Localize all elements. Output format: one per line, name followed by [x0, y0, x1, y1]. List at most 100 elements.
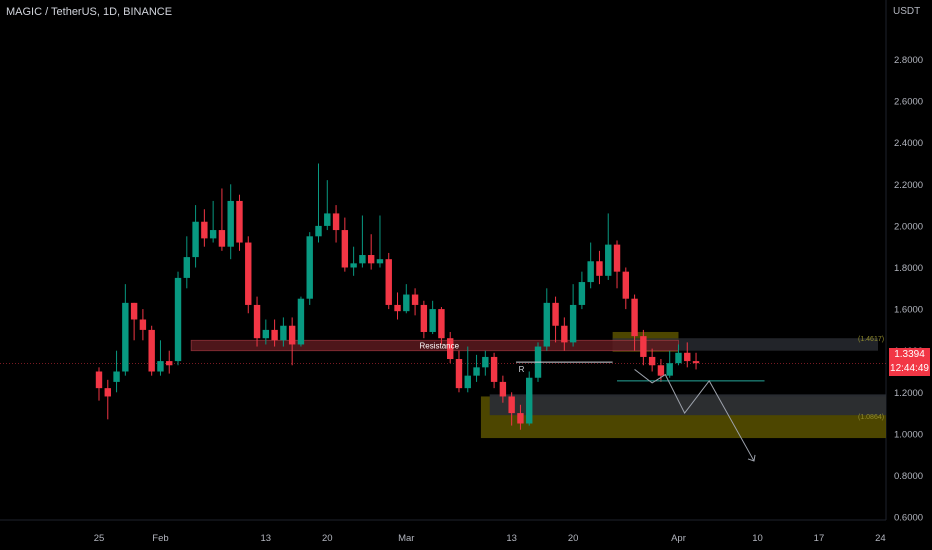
candle-body: [490, 356, 498, 382]
candle-body: [104, 388, 111, 397]
candle-body: [526, 377, 533, 424]
candle-body: [578, 282, 586, 305]
candle-body: [227, 200, 234, 247]
countdown-badge: 12:44:49: [889, 362, 930, 376]
y-tick-label: 2.0000: [894, 221, 923, 232]
candle-body: [420, 304, 428, 332]
candle-body: [245, 242, 252, 305]
candle-body: [236, 200, 243, 243]
candle-body: [183, 257, 190, 278]
x-tick-label: 20: [568, 533, 579, 544]
x-tick-label: 13: [506, 533, 517, 544]
candle-body: [315, 225, 322, 237]
candle-body: [692, 361, 700, 364]
candle-body: [403, 294, 410, 312]
candle-body: [122, 302, 129, 372]
y-tick-label: 1.2000: [894, 388, 923, 399]
last-price-badge: 1.3394: [889, 348, 930, 362]
candle-body: [262, 329, 270, 339]
candle-body: [359, 255, 366, 264]
y-tick-label: 2.2000: [894, 180, 923, 191]
y-tick-label: 1.8000: [894, 263, 923, 274]
candle-body: [675, 352, 682, 364]
candle-body: [130, 302, 138, 320]
candle-body: [209, 230, 217, 239]
x-tick-label: Mar: [398, 533, 414, 544]
candle-body: [271, 329, 278, 341]
x-tick-label: Feb: [152, 533, 168, 544]
projected-price-path: [634, 369, 755, 462]
candle-body: [385, 259, 392, 305]
candle-body: [666, 363, 673, 376]
candle-body: [306, 236, 313, 299]
price-unit: USDT: [893, 6, 921, 17]
upper-zone-label: (1.4617): [858, 336, 884, 343]
candle-body: [561, 325, 568, 343]
x-tick-label: 10: [752, 533, 763, 544]
candle-body: [350, 263, 357, 268]
x-tick-label: 24: [875, 533, 886, 544]
candle-body: [218, 230, 226, 247]
x-tick-label: Apr: [671, 533, 686, 544]
y-tick-label: 2.4000: [894, 138, 923, 149]
y-tick-label: 1.6000: [894, 305, 923, 316]
candle-body: [622, 271, 629, 299]
candle-body: [157, 361, 164, 372]
candle-body: [517, 413, 524, 424]
candle-body: [455, 359, 463, 389]
candle-body: [394, 304, 401, 312]
candle-body: [148, 329, 155, 372]
x-tick-label: 25: [94, 533, 105, 544]
candle-body: [367, 255, 375, 264]
resistance-label: Resistance: [419, 341, 459, 350]
candle-body: [288, 325, 296, 345]
candle-body: [166, 361, 173, 366]
candle-body: [411, 294, 419, 305]
candle-body: [447, 338, 454, 360]
candle-body: [201, 221, 208, 239]
lower-grey-zone: [489, 394, 886, 416]
candle-body: [297, 298, 305, 345]
candle-body: [552, 302, 559, 326]
candle-body: [657, 365, 665, 376]
r-label: R: [519, 365, 525, 374]
candle-body: [648, 356, 656, 366]
x-tick-label: 17: [814, 533, 825, 544]
lower-zone-label: (1.0864): [858, 414, 884, 421]
candle-body: [508, 396, 515, 414]
y-tick-label: 0.6000: [894, 513, 923, 524]
candle-body: [473, 367, 480, 376]
candle-body: [605, 244, 612, 276]
chart-title: MAGIC / TetherUS, 1D, BINANCE: [6, 6, 173, 18]
projection-arrow-head: [747, 454, 756, 462]
candle-body: [613, 244, 621, 272]
y-tick-label: 0.8000: [894, 471, 923, 482]
candle-body: [587, 261, 594, 283]
candle-body: [324, 213, 331, 226]
x-tick-label: 20: [322, 533, 333, 544]
y-tick-label: 2.6000: [894, 97, 923, 108]
candle-body: [113, 371, 120, 382]
candle-body: [543, 302, 550, 347]
candle-body: [482, 356, 489, 368]
candle-body: [280, 325, 287, 341]
candle-body: [139, 319, 147, 330]
candle-body: [341, 230, 349, 268]
y-tick-label: 2.8000: [894, 55, 923, 66]
candle-body: [499, 381, 507, 397]
candle-body: [684, 352, 691, 362]
candle-body: [631, 298, 638, 337]
candle-body: [95, 371, 103, 389]
candle-body: [253, 304, 261, 339]
candle-body: [376, 259, 384, 264]
x-tick-label: 13: [261, 533, 272, 544]
candle-body: [569, 304, 577, 343]
candle-body: [640, 336, 647, 357]
candle-body: [332, 213, 340, 231]
candle-body: [596, 261, 603, 276]
candle-body: [192, 221, 199, 258]
candle-body: [464, 375, 471, 389]
y-tick-label: 1.0000: [894, 429, 923, 440]
candle-body: [438, 309, 445, 339]
